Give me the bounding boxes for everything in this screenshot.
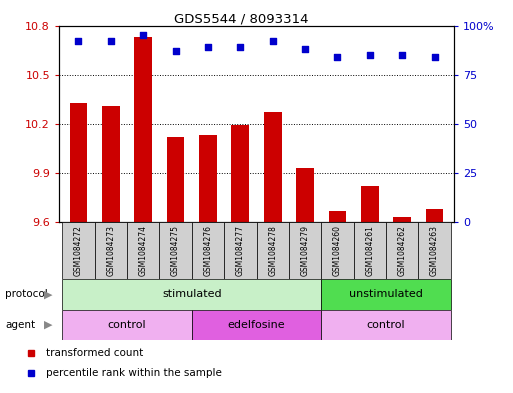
Text: unstimulated: unstimulated: [349, 289, 423, 299]
Bar: [167, 137, 185, 222]
Bar: [386, 222, 419, 279]
Text: control: control: [367, 320, 405, 330]
Point: [107, 38, 115, 44]
Bar: [296, 168, 314, 222]
Bar: [361, 186, 379, 222]
Text: GSM1084278: GSM1084278: [268, 225, 277, 276]
Bar: [231, 125, 249, 222]
Bar: [199, 135, 217, 222]
Point: [366, 52, 374, 58]
Point: [236, 44, 244, 50]
Text: percentile rank within the sample: percentile rank within the sample: [46, 368, 222, 378]
Text: GSM1084262: GSM1084262: [398, 225, 407, 276]
Bar: [62, 222, 94, 279]
Text: GSM1084277: GSM1084277: [236, 225, 245, 276]
Text: GSM1084263: GSM1084263: [430, 225, 439, 276]
Point: [74, 38, 83, 44]
Text: protocol: protocol: [5, 289, 48, 299]
Point: [398, 52, 406, 58]
Text: GSM1084274: GSM1084274: [139, 225, 148, 276]
Point: [333, 54, 342, 60]
Bar: [224, 222, 256, 279]
Bar: [256, 222, 289, 279]
Bar: [192, 310, 321, 340]
Bar: [62, 279, 321, 310]
Bar: [393, 217, 411, 222]
Bar: [321, 222, 353, 279]
Bar: [160, 222, 192, 279]
Text: GSM1084276: GSM1084276: [204, 225, 212, 276]
Point: [269, 38, 277, 44]
Bar: [134, 37, 152, 222]
Point: [204, 44, 212, 50]
Point: [430, 54, 439, 60]
Bar: [62, 310, 192, 340]
Text: stimulated: stimulated: [162, 289, 222, 299]
Bar: [102, 106, 120, 222]
Point: [301, 46, 309, 52]
Bar: [321, 310, 451, 340]
Bar: [264, 112, 282, 222]
Text: GSM1084260: GSM1084260: [333, 225, 342, 276]
Text: GSM1084275: GSM1084275: [171, 225, 180, 276]
Text: agent: agent: [5, 320, 35, 330]
Text: ▶: ▶: [44, 289, 52, 299]
Bar: [70, 103, 87, 222]
Bar: [328, 211, 346, 222]
Text: edelfosine: edelfosine: [228, 320, 285, 330]
Bar: [192, 222, 224, 279]
Text: control: control: [108, 320, 146, 330]
Text: GSM1084261: GSM1084261: [365, 225, 374, 276]
Text: ▶: ▶: [44, 320, 52, 330]
Bar: [426, 209, 443, 222]
Bar: [127, 222, 160, 279]
Bar: [289, 222, 321, 279]
Point: [139, 32, 147, 39]
Bar: [321, 279, 451, 310]
Bar: [94, 222, 127, 279]
Bar: [419, 222, 451, 279]
Text: transformed count: transformed count: [46, 348, 144, 358]
Text: GSM1084272: GSM1084272: [74, 225, 83, 276]
Text: GSM1084273: GSM1084273: [106, 225, 115, 276]
Text: GDS5544 / 8093314: GDS5544 / 8093314: [174, 13, 308, 26]
Bar: [353, 222, 386, 279]
Point: [171, 48, 180, 54]
Text: GSM1084279: GSM1084279: [301, 225, 309, 276]
